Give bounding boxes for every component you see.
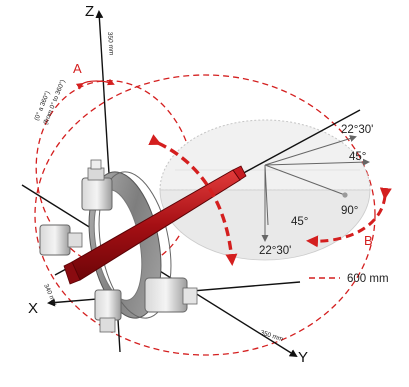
clamp-top xyxy=(81,159,113,211)
angle-label-middle: 90° xyxy=(341,205,358,217)
angle-label-top: 22°30' xyxy=(341,124,373,136)
clamp-right xyxy=(144,277,198,313)
clamp-left xyxy=(39,224,83,256)
y-axis-label: Y xyxy=(298,349,308,366)
clamp-bottom xyxy=(94,289,122,333)
a-motion-label: A xyxy=(73,61,82,76)
a-range-arc xyxy=(75,78,115,90)
angle-label-upper: 45° xyxy=(349,151,366,163)
b-motion-label: B xyxy=(364,233,373,248)
x-dimension-label: 340 mm xyxy=(42,283,58,307)
swing-arrow xyxy=(148,134,238,266)
angle-ray-upper xyxy=(264,158,370,166)
angle-ray-top xyxy=(264,135,357,166)
angle-label-bottom: 22°30' xyxy=(259,245,291,257)
legend-label: 600 mm xyxy=(347,273,389,285)
angle-label-lower: 45° xyxy=(291,216,308,228)
angle-point-90 xyxy=(342,192,348,198)
z-axis-label: Z xyxy=(85,3,94,20)
z-dimension-label: 350 mm xyxy=(106,32,115,56)
b-rotation-arrow xyxy=(306,187,392,248)
x-axis-label: X xyxy=(28,300,38,317)
